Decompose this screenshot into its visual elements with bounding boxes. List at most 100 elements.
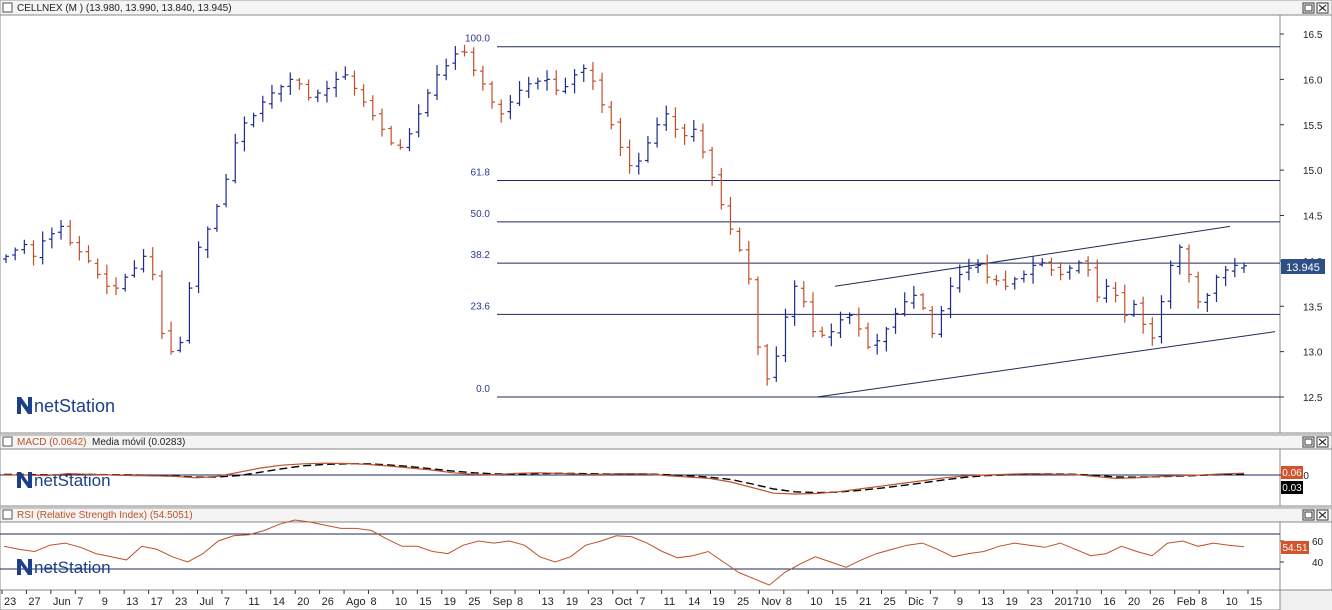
x-axis-label: 15 (835, 596, 847, 608)
fib-level-label: 100.0 (465, 34, 490, 45)
close-icon[interactable] (1316, 509, 1329, 521)
signal-value-badge: 0.03 (1281, 481, 1303, 494)
x-axis-label: 15 (419, 596, 431, 608)
ohlc-bar (599, 72, 606, 114)
panel-menu-icon[interactable] (2, 436, 13, 447)
x-axis-label: 23 (1030, 596, 1042, 608)
fib-level-label: 50.0 (471, 209, 491, 220)
ohlc-bar (415, 104, 422, 138)
ohlc-bar (975, 259, 982, 274)
x-axis-label: 8 (786, 596, 792, 608)
fibonacci-retracement[interactable]: 100.0 61.8 50.0 38.2 23.6 0.0 (465, 34, 1280, 398)
ohlc-bar (727, 196, 734, 235)
x-axis-labels: 23 27 Jun 7 9 13 17 23 Jul 7 11 14 20 26 Ago 8 10 15 19 25 S… (1, 590, 1262, 608)
ohlc-bar (58, 219, 65, 240)
ohlc-bar (406, 128, 413, 152)
ohlc-bar (443, 58, 450, 81)
x-axis-label: 9 (102, 596, 108, 608)
ohlc-bar (1066, 265, 1073, 280)
x-axis-label: 7 (77, 596, 83, 608)
netstation-logo-text: netStation (34, 396, 115, 416)
price-y-tick-label: 13.0 (1303, 348, 1323, 359)
ohlc-bar (690, 119, 697, 142)
ohlc-bar (1241, 262, 1247, 273)
ohlc-bar (1231, 258, 1238, 278)
ohlc-bar (434, 65, 441, 101)
ohlc-bar (204, 226, 211, 259)
maximize-icon[interactable] (1302, 2, 1315, 14)
netstation-logo-text: netStation (34, 558, 111, 577)
rsi-plot-area[interactable] (0, 521, 1281, 591)
price-y-tick-label: 16.5 (1303, 30, 1323, 41)
panel-menu-icon[interactable] (2, 509, 13, 520)
close-icon[interactable] (1316, 436, 1329, 448)
price-plot-area[interactable] (0, 14, 1281, 434)
ohlc-bar (837, 311, 844, 339)
netstation-logo: netStation (17, 471, 111, 490)
x-axis-label: 21 (859, 596, 871, 608)
trend-channel[interactable] (816, 225, 1276, 398)
price-y-tick-label: 12.5 (1303, 393, 1323, 404)
ohlc-bar (1140, 296, 1147, 334)
ohlc-bar (94, 258, 101, 279)
x-axis-label: Oct (615, 596, 632, 608)
ohlc-bar (571, 69, 578, 94)
ohlc-bar (956, 264, 963, 293)
maximize-icon[interactable] (1302, 509, 1315, 521)
ohlc-bar (608, 101, 615, 130)
ohlc-bar (498, 99, 505, 123)
ohlc-bar (819, 326, 826, 338)
x-axis-label: 19 (444, 596, 456, 608)
ohlc-bar (250, 112, 257, 128)
channel-upper-line (834, 225, 1231, 287)
ohlc-bar (1121, 284, 1128, 323)
price-y-axis (1279, 14, 1332, 434)
ohlc-bar (1094, 259, 1101, 303)
x-axis-label: 19 (566, 596, 578, 608)
ohlc-bar (507, 94, 514, 120)
fib-level-label: 0.0 (476, 384, 490, 395)
ohlc-bar (626, 139, 633, 174)
panel-menu-icon[interactable] (2, 2, 13, 13)
ohlc-bar (369, 95, 376, 121)
rsi-panel: RSI (Relative Strength Index) (54.5051) … (0, 507, 1332, 591)
ohlc-bar (1222, 265, 1229, 287)
x-axis-label: 7 (639, 596, 645, 608)
x-axis-label: 10 (395, 596, 407, 608)
ohlc-bar (195, 241, 202, 294)
maximize-icon[interactable] (1302, 436, 1315, 448)
ohlc-bar (800, 281, 807, 308)
ohlc-bar (938, 306, 945, 338)
x-axis-label: 20 (1128, 596, 1140, 608)
ohlc-bar (544, 70, 551, 91)
x-axis-label: 7 (932, 596, 938, 608)
ohlc-bar (113, 277, 120, 296)
ohlc-bar (617, 118, 624, 157)
ohlc-bar (809, 292, 816, 338)
x-axis-label: 15 (1250, 596, 1262, 608)
ohlc-bar (1149, 317, 1156, 346)
fib-level-label: 38.2 (471, 250, 491, 261)
x-axis-label: 7 (224, 596, 230, 608)
close-icon[interactable] (1316, 2, 1329, 14)
ohlc-bar (323, 80, 330, 103)
x-axis-label: 19 (1006, 596, 1018, 608)
ohlc-bar (654, 117, 661, 148)
ohlc-bar (1167, 260, 1174, 309)
x-axis-label: 20 (297, 596, 309, 608)
x-axis-label: 17 (151, 596, 163, 608)
rsi-series-line (3, 519, 1245, 586)
x-axis-label: 10 (810, 596, 822, 608)
ohlc-bar (1002, 270, 1009, 291)
x-axis-label: 10 (1079, 596, 1091, 608)
x-axis-label: 26 (322, 596, 334, 608)
ohlc-bar (278, 84, 285, 102)
ohlc-bar (681, 123, 688, 145)
price-y-tick-label: 14.5 (1303, 212, 1323, 223)
ohlc-bar (287, 72, 294, 95)
ohlc-bar (1085, 256, 1092, 277)
ohlc-bar (342, 66, 349, 80)
ohlc-bar (984, 254, 991, 284)
netstation-logo: netStation (17, 558, 111, 577)
ohlc-bar (929, 306, 936, 338)
